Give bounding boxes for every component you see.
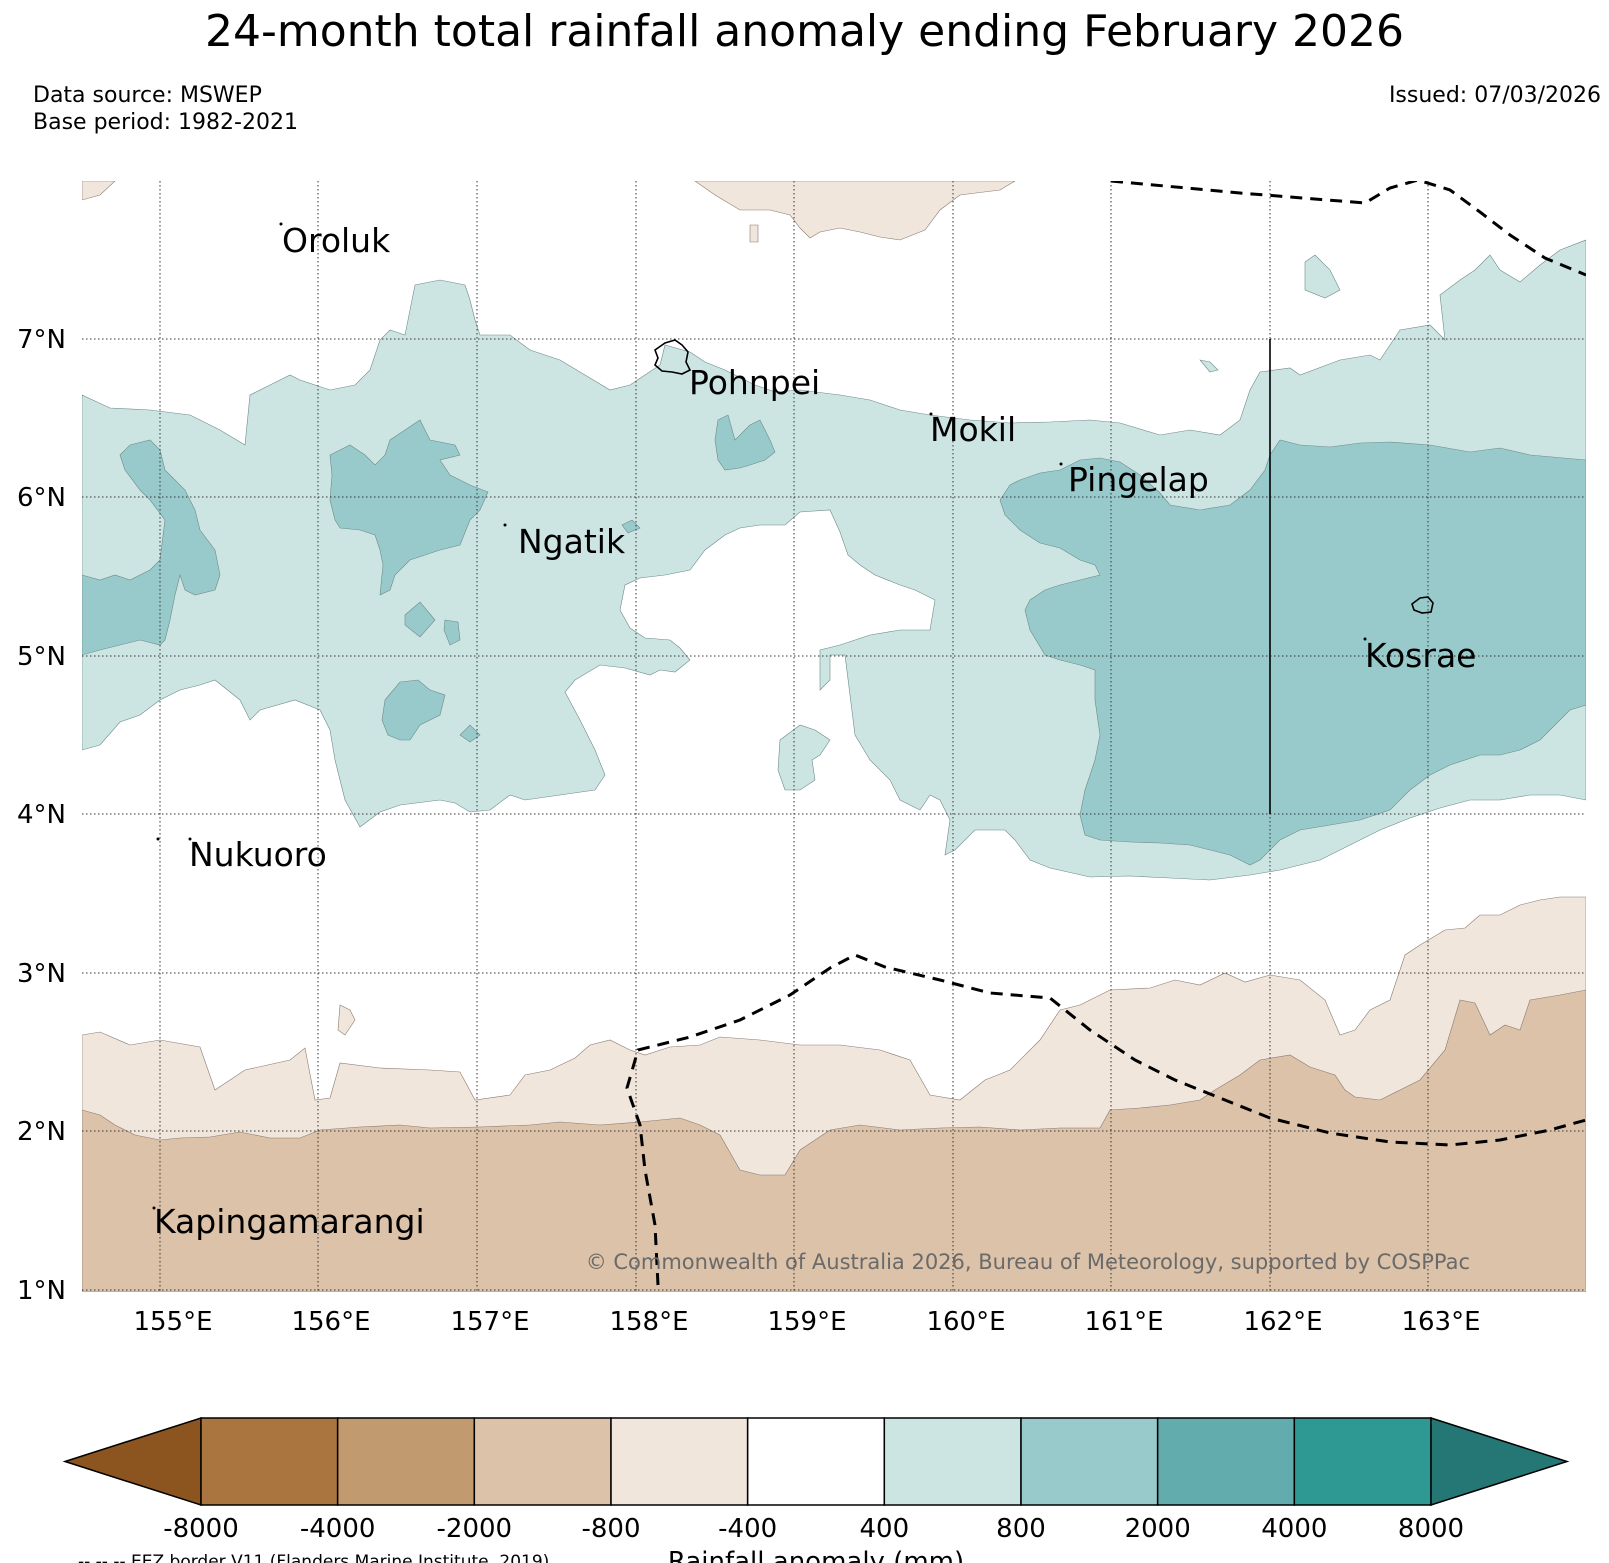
graticule (82, 181, 1586, 1292)
issued-date: Issued: 07/03/2026 (1388, 83, 1601, 108)
colorbar-segment (746, 1417, 886, 1506)
lon-label: 158°E (609, 1307, 688, 1337)
colorbar-tick-label: -400 (718, 1514, 777, 1544)
eez-border (625, 181, 1586, 1286)
lon-label: 162°E (1243, 1307, 1322, 1337)
lat-label: 2°N (17, 1117, 66, 1147)
colorbar-segment (336, 1417, 476, 1506)
colorbar-tick-label: 4000 (1261, 1514, 1327, 1544)
lon-label: 157°E (450, 1307, 529, 1337)
colorbar-tick-label: 400 (860, 1514, 910, 1544)
dry-patch-nw (82, 181, 116, 201)
label-pohnpei: Pohnpei (689, 363, 820, 402)
colorbar-segment (883, 1417, 1022, 1506)
colorbar-tick-label: -800 (581, 1514, 640, 1544)
dry-patch-north (694, 181, 1016, 241)
colorbar-extend-high (1430, 1416, 1570, 1507)
eez-legend-note: -- -- -- EEZ border V11 (Flanders Marine… (78, 1552, 549, 1563)
colorbar-segment (610, 1417, 749, 1506)
label-nukuoro: Nukuoro (189, 835, 327, 874)
lon-label: 160°E (926, 1307, 1005, 1337)
lat-label: 7°N (17, 325, 66, 355)
lon-label: 161°E (1084, 1307, 1163, 1337)
base-period: Base period: 1982-2021 (33, 110, 298, 135)
colorbar-tick-label: 2000 (1125, 1514, 1191, 1544)
lat-label: 5°N (17, 642, 66, 672)
label-ngatik: Ngatik (518, 522, 626, 561)
dry-patch-small (337, 224, 759, 1036)
wet-patch-pohnpei (621, 414, 776, 534)
lon-label: 159°E (767, 1307, 846, 1337)
colorbar-segment (1020, 1417, 1159, 1506)
colorbar-segment (1293, 1417, 1432, 1506)
lon-label: 155°E (133, 1307, 212, 1337)
anomaly-fields (82, 181, 1586, 1292)
label-oroluk: Oroluk (282, 221, 391, 260)
island-labels: Oroluk Pohnpei Mokil Pingelap Ngatik Kos… (154, 221, 1476, 1241)
lat-label: 1°N (17, 1276, 66, 1306)
longitude-labels: 155°E 156°E 157°E 158°E 159°E 160°E 161°… (133, 1307, 1480, 1337)
wet-patch-west (82, 439, 221, 656)
colorbar-tick-label: -2000 (437, 1514, 513, 1544)
data-source: Data source: MSWEP (33, 83, 262, 108)
lat-label: 6°N (17, 483, 66, 513)
lat-label: 4°N (17, 800, 66, 830)
colorbar (62, 1416, 1570, 1507)
lon-label: 163°E (1401, 1307, 1480, 1337)
colorbar-label: Rainfall anomaly (mm) (668, 1547, 964, 1563)
island-markers (152, 222, 1367, 1210)
colorbar-tick-label: 8000 (1398, 1514, 1464, 1544)
label-mokil: Mokil (930, 410, 1016, 449)
colorbar-extend-low (62, 1416, 202, 1507)
pohnpei-island-outline (654, 339, 692, 375)
dry-band-medium (82, 989, 1586, 1292)
label-kosrae: Kosrae (1365, 636, 1476, 675)
chart-title: 24-month total rainfall anomaly ending F… (205, 6, 1404, 57)
colorbar-segment (473, 1417, 612, 1506)
wet-patch-centre-west (329, 419, 489, 596)
lat-label: 3°N (17, 959, 66, 989)
colorbar-tick-label: -4000 (300, 1514, 376, 1544)
colorbar-tick-label: 800 (996, 1514, 1046, 1544)
label-pingelap: Pingelap (1068, 460, 1209, 499)
colorbar-segment (200, 1417, 339, 1506)
wet-patch-east (999, 439, 1586, 866)
copyright-notice: © Commonwealth of Australia 2026, Bureau… (586, 1250, 1470, 1274)
colorbar-segment (1156, 1417, 1296, 1506)
kosrae-island-outline (1411, 596, 1434, 614)
wet-patch-east-small (777, 254, 1341, 791)
colorbar-ticks: -8000 -4000 -2000 -800 -400 400 800 2000 4000 800… (163, 1514, 1464, 1544)
lon-label: 156°E (291, 1307, 370, 1337)
wet-patch-small-a (381, 601, 481, 743)
label-kapingamarangi: Kapingamarangi (154, 1202, 425, 1241)
latitude-labels: 7°N 6°N 5°N 4°N 3°N 2°N 1°N (17, 325, 66, 1306)
colorbar-tick-label: -8000 (163, 1514, 239, 1544)
